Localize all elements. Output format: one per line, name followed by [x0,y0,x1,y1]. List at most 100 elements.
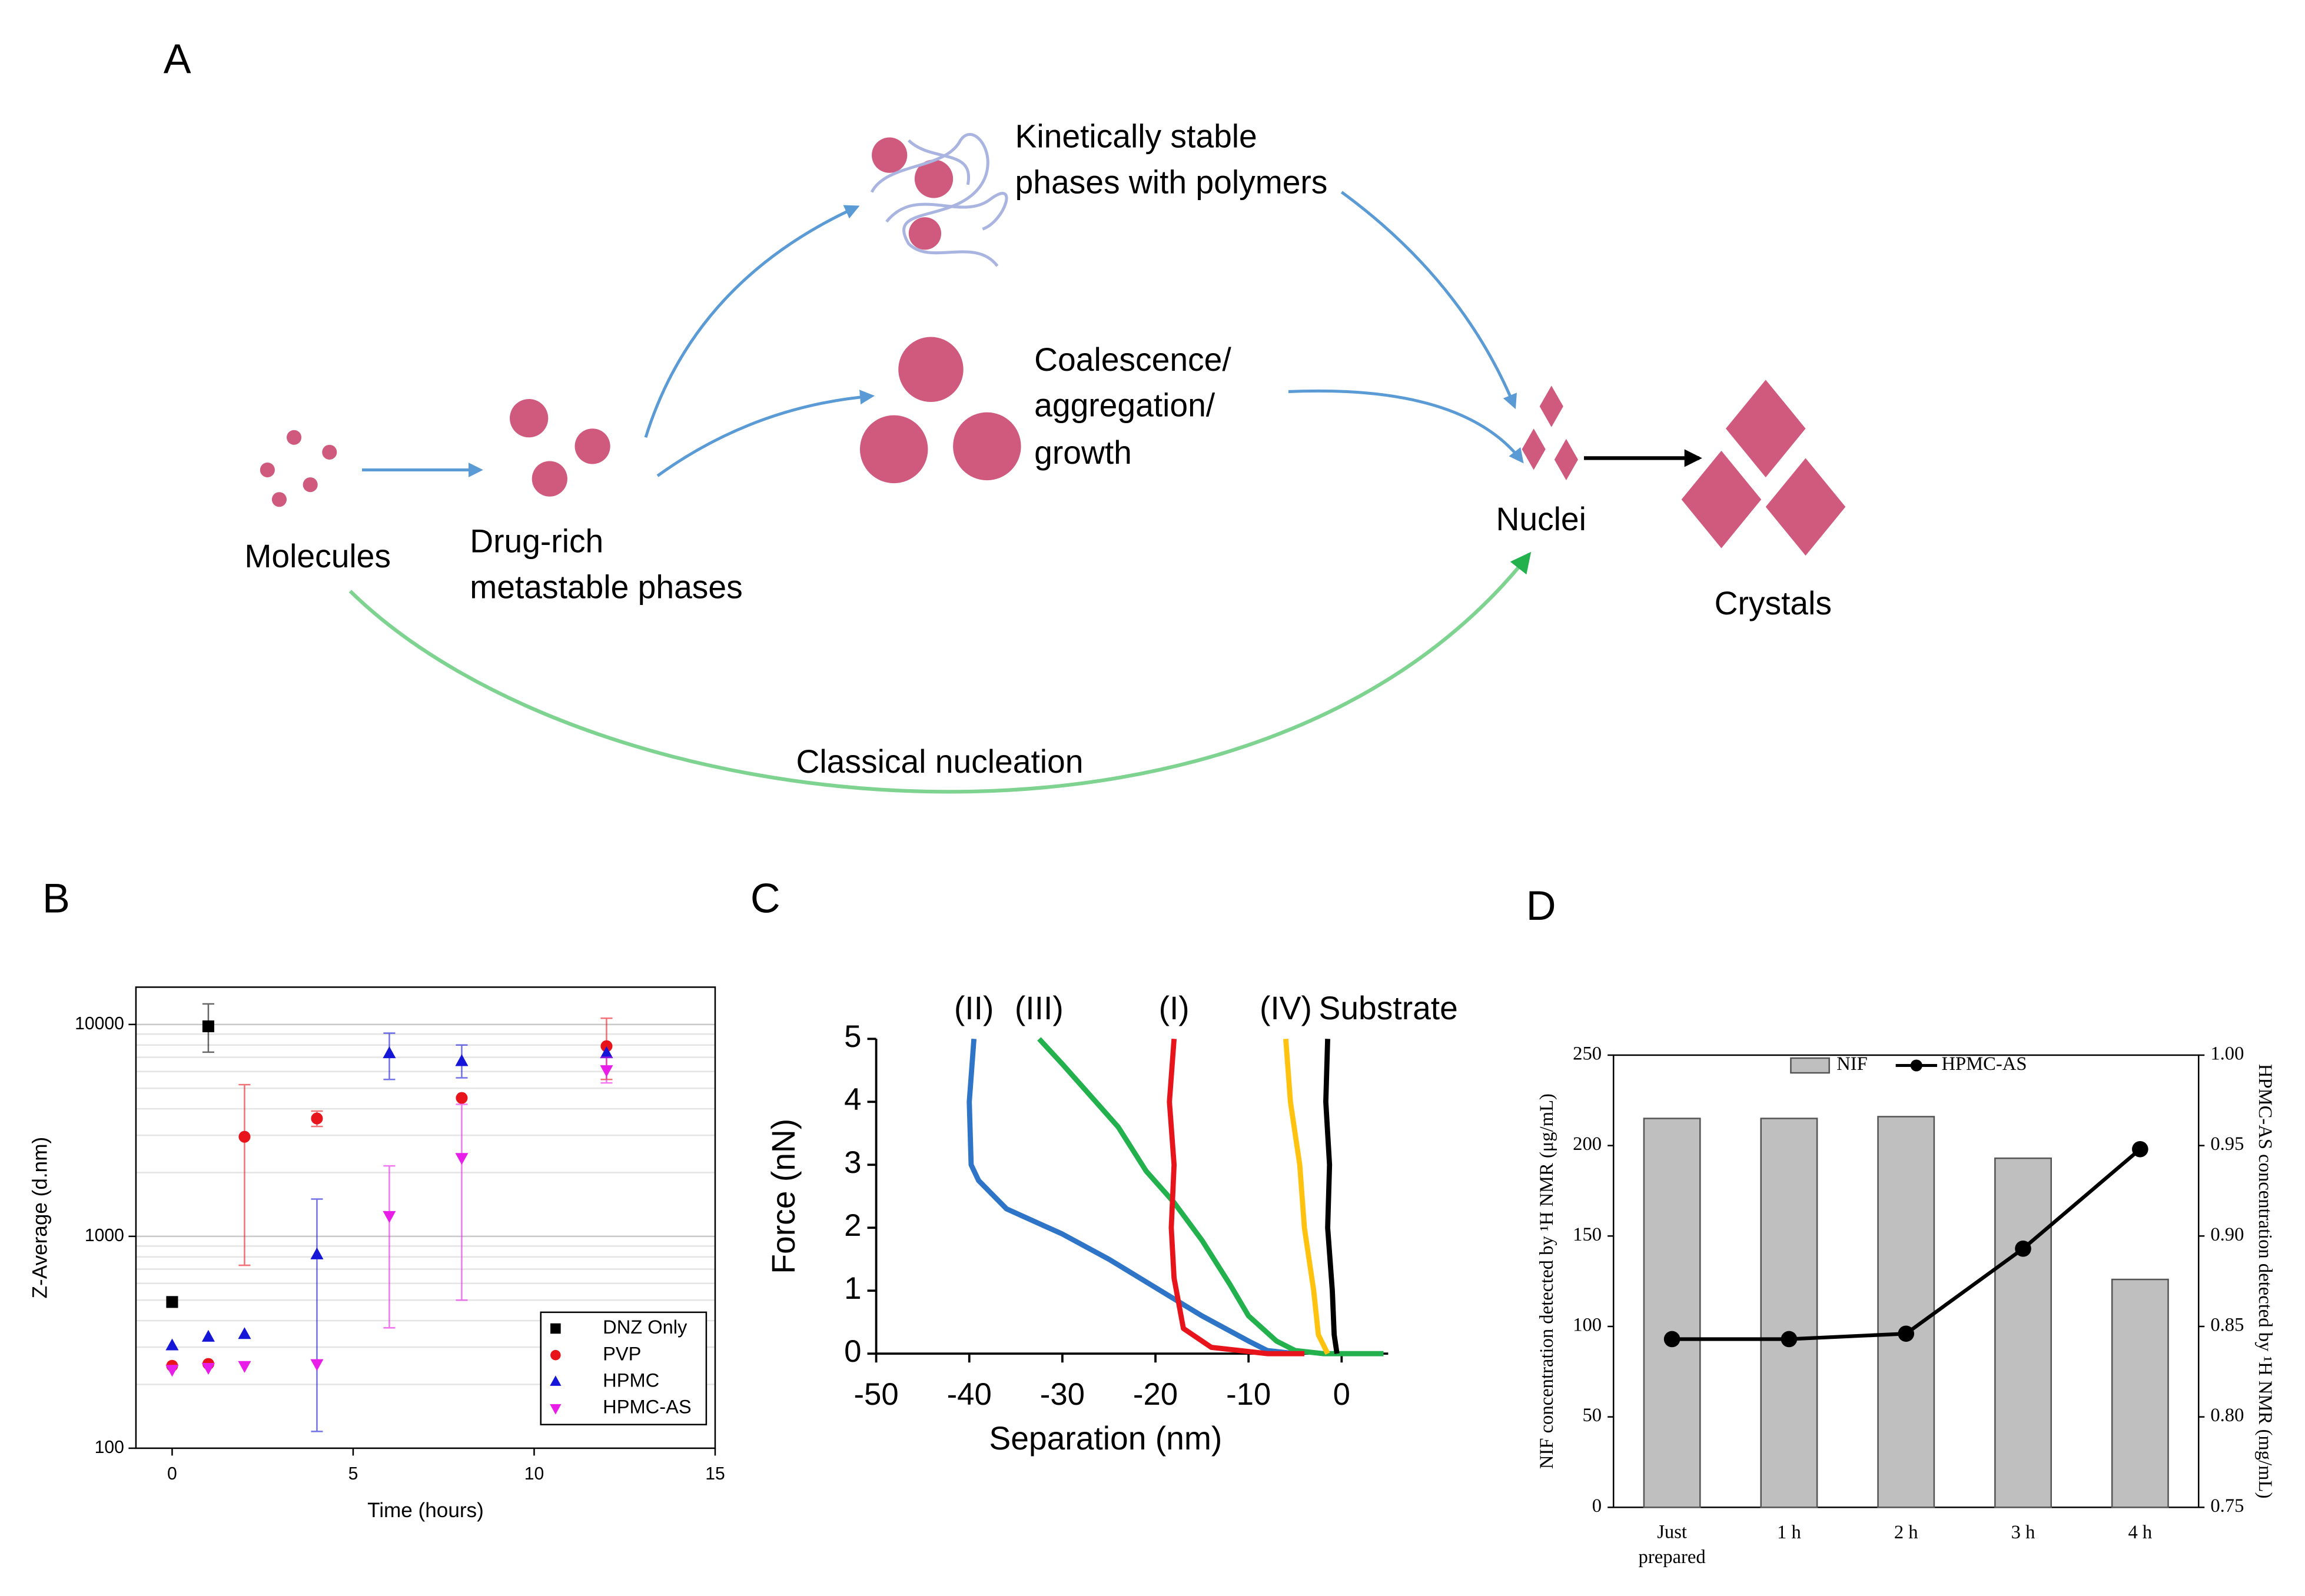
legend-label: HPMC-AS [1941,1053,2027,1075]
y2-tick-label: 0.95 [2210,1133,2244,1155]
y-tick-label: 200 [1573,1133,1602,1155]
marker [311,1112,323,1125]
error-bar [456,1103,468,1301]
curve [1167,1038,1305,1356]
marker [600,1040,613,1052]
y2-tick-label: 0.85 [2210,1314,2244,1335]
bar [1760,1118,1818,1508]
y-tick-label: 0 [844,1334,861,1369]
plot-frame [135,986,716,1449]
curve [1283,1038,1330,1355]
marker [238,1130,251,1143]
arrow [1340,191,1517,410]
error-bar [383,1165,396,1329]
marker [600,1046,613,1059]
drug-rich-icon [510,399,610,497]
point [1898,1325,1915,1342]
bar [1877,1116,1935,1508]
panel-label: B [42,875,70,921]
y2-axis-label: HPMC-AS concentration detected by ¹H NMR… [2254,1064,2276,1498]
error-bar [238,1083,251,1266]
y-tick-label: 100 [1573,1314,1602,1335]
bar [2111,1278,2169,1508]
node-label: aggregation/ [1034,387,1215,424]
series-label: (IV) [1260,990,1312,1026]
y2-tick-label: 0.75 [2210,1495,2244,1517]
y2-tick-label: 1.00 [2210,1043,2244,1064]
legend-marker [1910,1059,1922,1072]
edge-label: Classical nucleation [796,743,1084,780]
marker [201,1362,215,1375]
arrow [1288,389,1524,464]
panel-label: C [750,875,780,921]
x-tick-label: 1 h [1777,1522,1801,1543]
point [2015,1240,2031,1257]
marker [600,1065,613,1078]
legend-label: HPMC [603,1369,659,1391]
marker [383,1046,396,1059]
x-tick-label: -20 [1133,1377,1178,1412]
y-tick-label: 150 [1573,1224,1602,1245]
panel-label: D [1526,882,1556,929]
polymer-icon [870,132,1008,267]
marker [165,1338,179,1351]
node-label: Molecules [244,538,391,574]
x-tick-label: 4 h [2128,1522,2152,1543]
marker [166,1296,178,1308]
legend-marker [550,1404,562,1415]
legend-marker [550,1349,561,1361]
molecules-icon [260,430,337,507]
y2-tick-label: 0.80 [2210,1405,2244,1426]
y-tick-label: 250 [1573,1043,1602,1064]
x-tick-label: 0 [167,1464,177,1484]
marker [238,1327,251,1339]
x-tick-label: 10 [524,1464,544,1484]
bar [1994,1157,2052,1508]
y-tick-label: 5 [844,1019,861,1054]
x-tick-label: -50 [853,1377,898,1412]
x-tick-label: -30 [1040,1377,1085,1412]
y-axis-label: NIF concentration detected by ¹H NMR (μg… [1536,1093,1557,1469]
legend-marker [1790,1057,1830,1074]
node-label: Coalescence/ [1034,341,1231,378]
marker [202,1020,214,1033]
marker [310,1247,324,1259]
curve [1037,1037,1384,1356]
arrow [644,205,860,438]
legend-marker [550,1323,561,1334]
diagram: A Molecules Drug-rich metastable phases … [164,35,1846,794]
y-tick-label: 3 [844,1145,861,1180]
series-label: (I) [1159,990,1190,1026]
y-tick-label: 2 [844,1208,861,1243]
x-tick-label: 15 [705,1464,725,1484]
aggregate-icon [859,337,1021,484]
y-axis-label: Force (nN) [765,1119,802,1274]
marker [456,1092,468,1104]
y-tick-label: 1000 [85,1226,124,1245]
legend-label: DNZ Only [603,1316,687,1338]
x-tick-label: 3 h [2011,1522,2035,1543]
point [2132,1141,2148,1158]
legend-label: NIF [1836,1053,1868,1075]
x-tick-label: -10 [1226,1377,1271,1412]
node-label: Drug-rich [470,523,603,560]
marker [455,1054,469,1066]
marker [383,1211,396,1223]
y-axis-label: Z-Average (d.nm) [29,1137,52,1299]
x-tick-label: -40 [947,1377,992,1412]
x-axis-label: Time (hours) [367,1499,484,1522]
y-tick-label: 50 [1582,1405,1602,1426]
legend-label: HPMC-AS [603,1396,691,1418]
y2-tick-label: 0.90 [2210,1224,2244,1245]
nuclei-icon [1522,385,1578,481]
y-tick-label: 4 [844,1082,861,1117]
bar [1643,1118,1701,1508]
arrow [656,390,875,477]
curve [1323,1039,1340,1354]
point [1781,1331,1798,1348]
marker [455,1153,469,1165]
node-label: metastable phases [470,569,742,606]
node-label: Nuclei [1496,501,1586,537]
legend-box [540,1311,708,1425]
y-tick-label: 10000 [75,1014,124,1033]
